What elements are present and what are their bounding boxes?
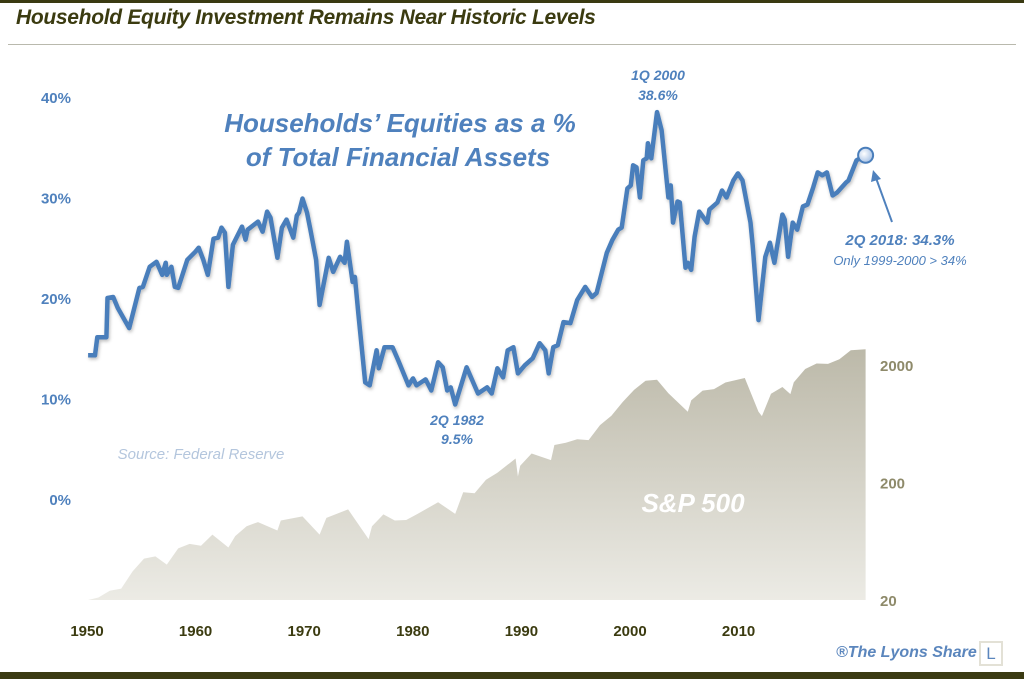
annotation-peak-2000-value: 38.6% bbox=[638, 87, 678, 103]
left-axis-tick-label: 0% bbox=[49, 492, 71, 509]
credit-text: ®The Lyons Share bbox=[836, 644, 977, 661]
x-axis-tick-label: 1990 bbox=[505, 623, 538, 640]
source-note: Source: Federal Reserve bbox=[118, 446, 285, 463]
right-axis-tick-label: 2000 bbox=[880, 358, 913, 375]
title-divider bbox=[8, 44, 1016, 45]
x-axis-tick-label: 1960 bbox=[179, 623, 212, 640]
annotation-trough-1982-value: 9.5% bbox=[441, 431, 473, 447]
latest-value-marker bbox=[857, 146, 875, 164]
annotation-arrow bbox=[875, 177, 893, 223]
top-border bbox=[0, 0, 1024, 3]
right-axis-tick-label: 20 bbox=[880, 593, 897, 610]
sp500-label: S&P 500 bbox=[641, 488, 745, 518]
x-axis-tick-label: 2010 bbox=[722, 623, 755, 640]
household-equity-line bbox=[88, 109, 867, 407]
sp500-area bbox=[88, 349, 866, 600]
x-axis-tick-label: 1950 bbox=[70, 623, 103, 640]
annotation-arrowhead bbox=[871, 170, 881, 182]
left-axis-tick-label: 30% bbox=[41, 191, 71, 208]
annotation-2018-value: 2Q 2018: 34.3% bbox=[844, 232, 954, 249]
left-axis-tick-label: 20% bbox=[41, 291, 71, 308]
annotation-2018-note: Only 1999-2000 > 34% bbox=[833, 253, 966, 268]
page-title: Household Equity Investment Remains Near… bbox=[16, 6, 596, 29]
x-axis-tick-label: 1980 bbox=[396, 623, 429, 640]
x-axis-tick-label: 2000 bbox=[613, 623, 646, 640]
annotation-trough-1982-date: 2Q 1982 bbox=[429, 412, 484, 428]
right-axis-tick-label: 200 bbox=[880, 476, 905, 493]
annotation-peak-2000-date: 1Q 2000 bbox=[631, 67, 685, 83]
chart-title-line-1: Households’ Equities as a % bbox=[224, 108, 576, 138]
left-axis-tick-label: 10% bbox=[41, 392, 71, 409]
lyons-share-logo: L bbox=[979, 641, 1003, 666]
bottom-border bbox=[0, 672, 1024, 679]
left-axis-tick-label: 40% bbox=[41, 90, 71, 107]
x-axis-tick-label: 1970 bbox=[288, 623, 321, 640]
chart-title-line-2: of Total Financial Assets bbox=[246, 142, 550, 172]
